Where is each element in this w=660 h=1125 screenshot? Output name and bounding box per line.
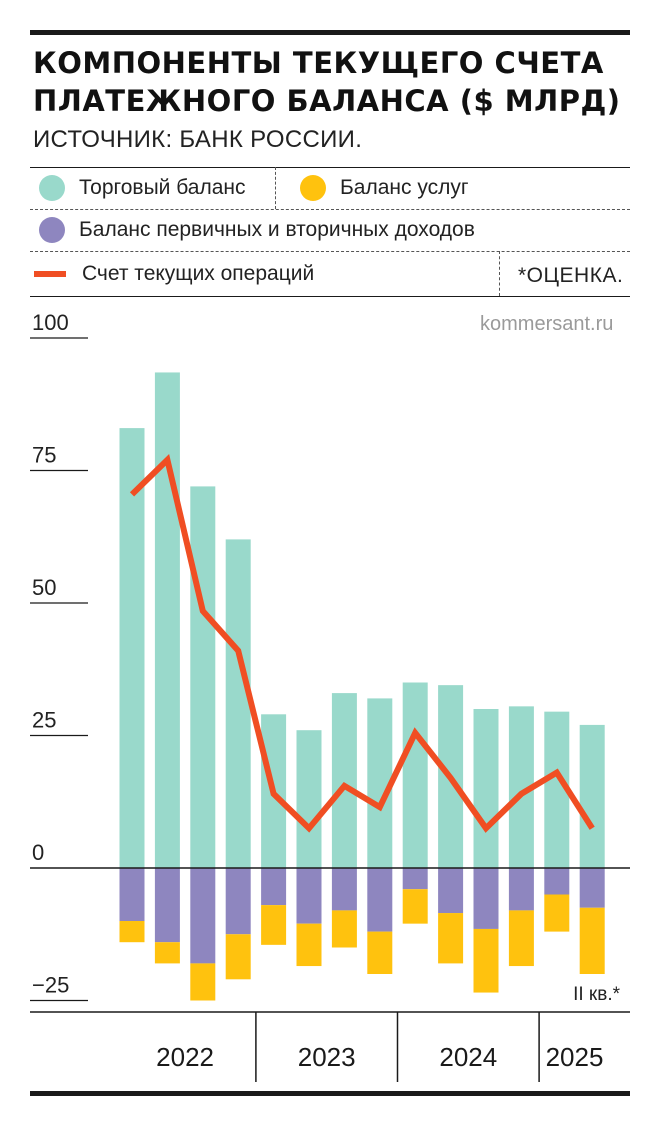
last-point-label: II кв.* [573,984,621,1005]
bar-incomes [261,868,287,906]
bar-incomes [579,868,605,908]
bottom-rule [30,1091,630,1096]
bar-trade [154,372,180,868]
bar-services [508,910,534,967]
top-rule [30,30,630,35]
legend-divider [275,167,276,209]
x-year-label: 2022 [156,1042,214,1072]
x-year-label: 2023 [298,1042,356,1072]
bar-trade [119,428,145,868]
legend-swatch-trade [39,175,65,201]
current-account-line [129,454,595,833]
bar-services [473,928,499,993]
bar-trade [402,682,428,868]
bar-services [579,907,605,974]
x-year-label: 2025 [546,1042,604,1072]
bar-incomes [296,868,322,924]
legend-divider [30,251,630,252]
bar-incomes [225,868,251,935]
y-tick-label: 50 [32,575,56,600]
legend-item-current-account: Счет текущих операций [34,262,314,286]
bar-trade [225,539,251,868]
legend-swatch-current-account [34,271,66,277]
bar-services [296,923,322,967]
y-tick-label: 75 [32,443,56,468]
bar-incomes [119,868,145,921]
bar-incomes [438,868,464,914]
legend-bottom-border [30,296,630,297]
legend: Торговый баланс Баланс услуг Баланс перв… [30,167,630,297]
bar-services [190,963,216,1001]
bar-trade [473,709,499,868]
bar-trade [579,724,605,868]
y-tick-label: 100 [32,310,69,335]
bar-services [119,921,145,943]
x-year-label: 2024 [439,1042,497,1072]
bar-incomes [402,868,428,890]
bar-services [331,910,357,948]
estimate-note: *ОЦЕНКА. [518,264,624,287]
legend-divider [499,251,500,296]
bar-incomes [473,868,499,929]
bar-services [367,931,393,974]
bar-trade [331,693,357,868]
legend-swatch-services [300,175,326,201]
bar-incomes [544,868,570,895]
legend-swatch-incomes [39,217,65,243]
bar-services [438,913,464,964]
chart-title: КОМПОНЕНТЫ ТЕКУЩЕГО СЧЕТА ПЛАТЕЖНОГО БАЛ… [33,46,621,118]
legend-label-current-account: Счет текущих операций [82,262,315,285]
bar-services [544,894,570,932]
bar-incomes [331,868,357,911]
y-tick-label: −25 [32,973,69,998]
bar-services [154,942,180,964]
bar-services [225,934,251,980]
chart-source: ИСТОЧНИК: БАНК РОССИИ. [33,126,363,153]
bar-incomes [154,868,180,943]
bar-trade [296,730,322,868]
legend-item-trade: Торговый баланс [39,175,246,201]
bar-trade [190,486,216,868]
legend-divider [30,209,630,210]
bar-services [402,889,428,924]
legend-label-trade: Торговый баланс [79,176,246,199]
legend-label-incomes: Баланс первичных и вторичных доходов [79,218,475,241]
bar-incomes [367,868,393,932]
bar-incomes [508,868,534,911]
legend-item-incomes: Баланс первичных и вторичных доходов [39,217,475,243]
legend-item-services: Баланс услуг [300,175,469,201]
watermark: kommersant.ru [480,313,614,335]
legend-top-border [30,167,630,168]
y-tick-label: 0 [32,840,44,865]
legend-label-services: Баланс услуг [340,176,469,199]
y-tick-label: 25 [32,708,56,733]
bar-incomes [190,868,216,964]
bar-services [261,905,287,945]
